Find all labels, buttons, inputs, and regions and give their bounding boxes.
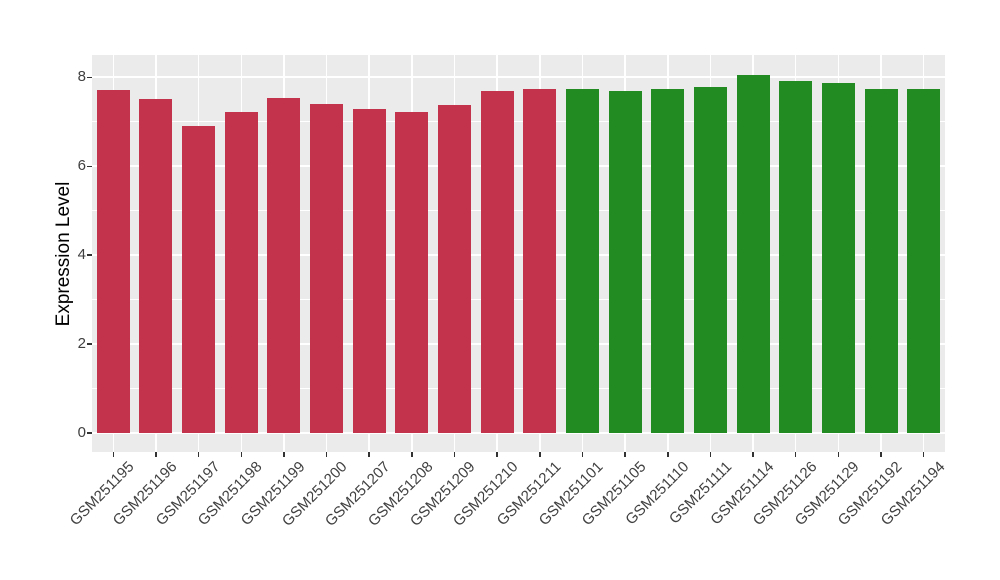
bar bbox=[608, 91, 642, 433]
gridline-minor bbox=[92, 121, 945, 123]
y-tick-label: 8 bbox=[77, 68, 86, 86]
bar bbox=[565, 89, 599, 433]
x-tick-mark bbox=[155, 452, 157, 457]
bar bbox=[779, 80, 813, 433]
x-tick-mark bbox=[624, 452, 626, 457]
bar bbox=[821, 83, 855, 433]
gridline-minor bbox=[92, 210, 945, 212]
bar bbox=[907, 88, 941, 433]
gridline-minor bbox=[92, 299, 945, 301]
bar bbox=[310, 103, 344, 433]
x-tick-mark bbox=[539, 452, 541, 457]
bar bbox=[736, 75, 770, 433]
bar bbox=[651, 88, 685, 433]
y-tick-mark bbox=[87, 76, 92, 79]
gridline-major bbox=[92, 432, 945, 434]
x-tick-mark bbox=[667, 452, 669, 457]
x-tick-mark bbox=[283, 452, 285, 457]
bar bbox=[96, 90, 130, 433]
x-tick-mark bbox=[837, 452, 840, 457]
x-tick-mark bbox=[411, 452, 413, 457]
bar bbox=[523, 89, 557, 433]
bar bbox=[352, 109, 386, 433]
y-tick-label: 0 bbox=[77, 424, 86, 441]
x-tick-mark bbox=[581, 452, 584, 457]
bar bbox=[395, 112, 429, 433]
y-tick-mark bbox=[87, 343, 92, 345]
gridline-major bbox=[92, 165, 945, 168]
x-tick-mark bbox=[368, 452, 370, 457]
x-tick-mark bbox=[709, 452, 712, 457]
x-tick-mark bbox=[496, 452, 498, 457]
x-tick-mark bbox=[325, 452, 328, 457]
plot-panel bbox=[92, 55, 945, 452]
y-tick-mark bbox=[87, 254, 92, 256]
x-tick-mark bbox=[112, 452, 115, 457]
y-tick-label: 2 bbox=[77, 335, 86, 353]
gridline-major bbox=[92, 343, 945, 346]
bar bbox=[224, 112, 258, 433]
x-tick-mark bbox=[880, 452, 882, 457]
x-tick-mark bbox=[453, 452, 456, 457]
x-tick-mark bbox=[794, 452, 797, 457]
x-tick-mark bbox=[752, 452, 754, 457]
bar bbox=[182, 125, 216, 433]
gridline-major bbox=[92, 254, 945, 257]
x-tick-mark bbox=[922, 452, 925, 457]
bar bbox=[480, 91, 514, 433]
bar bbox=[438, 104, 472, 433]
y-tick-mark bbox=[87, 432, 92, 434]
y-axis-title: Expression Level bbox=[53, 181, 74, 327]
x-tick-mark bbox=[240, 452, 243, 457]
y-tick-mark bbox=[87, 165, 92, 168]
gridline-minor bbox=[92, 388, 945, 390]
y-tick-label: 4 bbox=[77, 246, 86, 264]
x-tick-mark bbox=[197, 452, 200, 457]
bar bbox=[139, 99, 173, 433]
bar bbox=[864, 88, 898, 433]
bar bbox=[267, 98, 301, 433]
y-tick-label: 6 bbox=[77, 157, 86, 175]
bar bbox=[693, 87, 727, 433]
gridline-major bbox=[92, 76, 945, 79]
